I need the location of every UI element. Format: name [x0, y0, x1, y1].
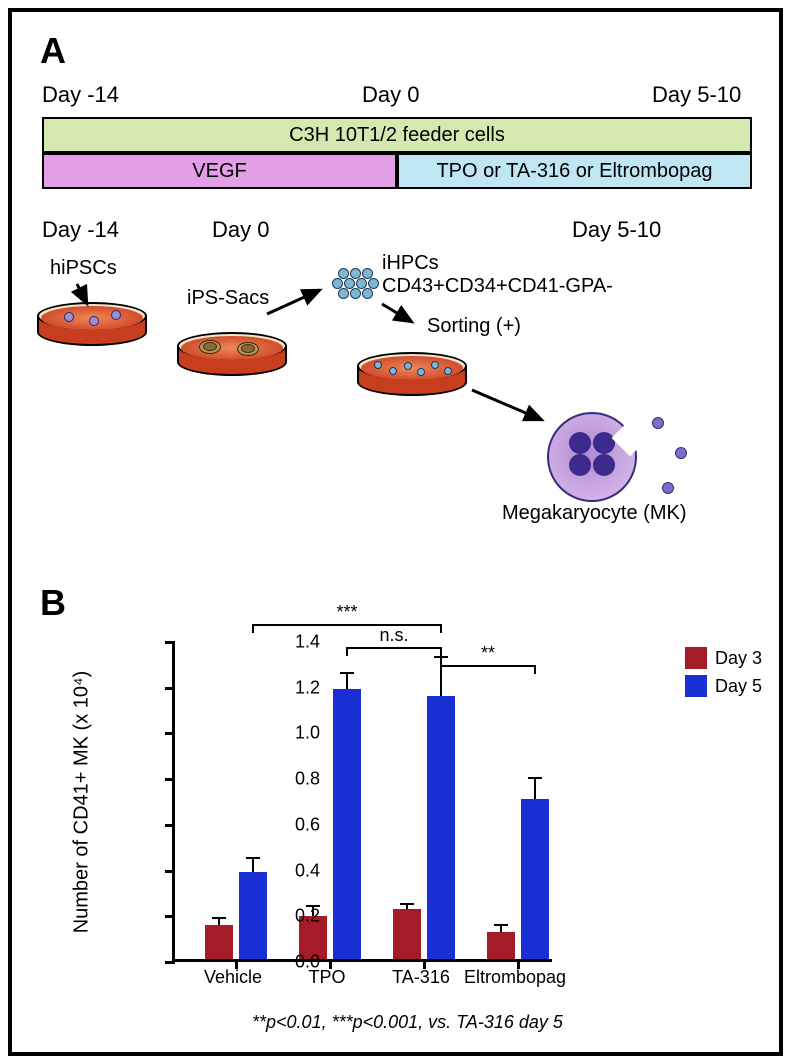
y-axis-label: Number of CD41+ MK (x 10⁴): [71, 671, 94, 934]
day-5-10-top: Day 5-10: [652, 82, 741, 108]
platelet-2: [675, 447, 687, 459]
panel-b-label: B: [40, 582, 66, 624]
legend-swatch-day5: [685, 675, 707, 697]
legend-swatch-day3: [685, 647, 707, 669]
day-5-10-row2: Day 5-10: [572, 217, 661, 243]
vegf-bar-text: VEGF: [192, 160, 246, 183]
bar-day5-vehicle: [239, 872, 267, 959]
bar-chart: ***n.s.** Number of CD41+ MK (x 10⁴) Day…: [92, 632, 712, 1052]
platelet-3: [662, 482, 674, 494]
xtick-label-tpo: TPO: [308, 967, 345, 988]
sorting-label: Sorting (+): [427, 315, 521, 338]
bar-day3-ta-316: [393, 909, 421, 959]
xtick-label-eltrombopag: Eltrombopag: [464, 967, 566, 988]
significance-footnote: **p<0.01, ***p<0.001, vs. TA-316 day 5: [252, 1012, 563, 1033]
vegf-bar: VEGF: [42, 153, 397, 189]
day-minus14-top: Day -14: [42, 82, 119, 108]
legend-label-day3: Day 3: [715, 648, 762, 669]
day-0-top: Day 0: [362, 82, 419, 108]
ytick-label: 0.6: [295, 814, 320, 835]
markers-label: CD43+CD34+CD41-GPA-: [382, 275, 613, 298]
platelet-1: [652, 417, 664, 429]
sig-label: n.s.: [379, 625, 408, 646]
bar-day5-ta-316: [427, 696, 455, 959]
bar-day5-eltrombopag: [521, 799, 549, 959]
feeder-bar-text: C3H 10T1/2 feeder cells: [289, 124, 505, 147]
dish-sacs: [177, 332, 287, 387]
tpo-bar-text: TPO or TA-316 or Eltrombopag: [436, 160, 712, 183]
panel-a-label: A: [40, 30, 66, 72]
dish-hipsc: [37, 302, 147, 357]
ihpcs-label: iHPCs: [382, 252, 439, 275]
day-minus14-row2: Day -14: [42, 217, 119, 243]
sig-label: **: [481, 643, 495, 664]
ihpc-cluster: [328, 268, 388, 304]
ytick-label: 0.4: [295, 860, 320, 881]
ytick-label: 1.2: [295, 677, 320, 698]
ips-sacs-label: iPS-Sacs: [187, 287, 269, 310]
ytick-label: 0.8: [295, 769, 320, 790]
bar-day3-vehicle: [205, 925, 233, 959]
plot-area: ***n.s.**: [172, 642, 552, 962]
chart-legend: Day 3 Day 5: [685, 647, 762, 703]
xtick-label-vehicle: Vehicle: [204, 967, 262, 988]
dish-sorted: [357, 352, 467, 407]
ytick-label: 0.2: [295, 906, 320, 927]
hipscs-label: hiPSCs: [50, 257, 117, 280]
tpo-bar: TPO or TA-316 or Eltrombopag: [397, 153, 752, 189]
ytick-label: 1.4: [295, 632, 320, 653]
sig-label: ***: [336, 602, 357, 623]
figure-frame: A Day -14 Day 0 Day 5-10 C3H 10T1/2 feed…: [8, 8, 783, 1056]
ytick-label: 1.0: [295, 723, 320, 744]
feeder-bar: C3H 10T1/2 feeder cells: [42, 117, 752, 153]
mk-label: Megakaryocyte (MK): [502, 502, 687, 525]
bar-day5-tpo: [333, 689, 361, 959]
legend-label-day5: Day 5: [715, 676, 762, 697]
day-0-row2: Day 0: [212, 217, 269, 243]
bar-day3-eltrombopag: [487, 932, 515, 959]
xtick-label-ta-316: TA-316: [392, 967, 450, 988]
